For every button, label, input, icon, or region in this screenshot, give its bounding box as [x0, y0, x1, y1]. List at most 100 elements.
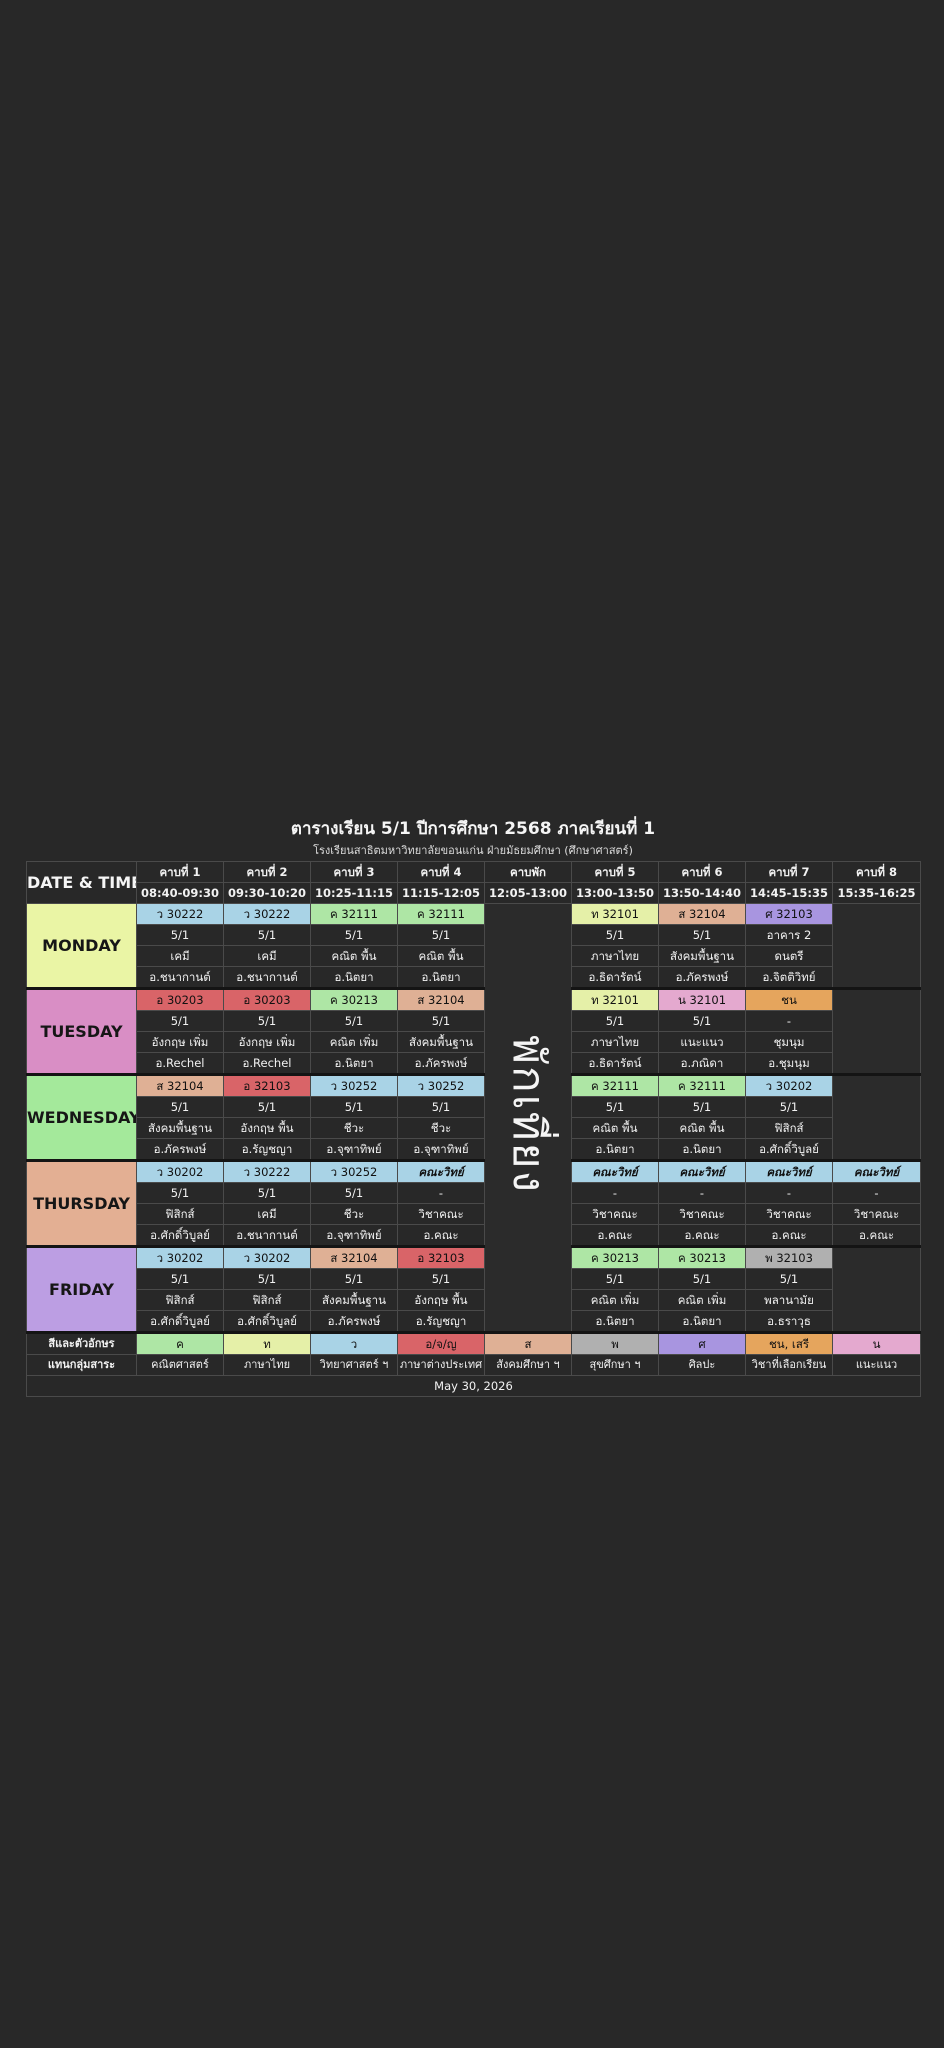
class-room: 5/1 [136, 1010, 224, 1032]
period-name: คาบที่ 7 [745, 861, 833, 883]
subject-code: อ 32103 [223, 1074, 311, 1097]
legend-group-name: ภาษาไทย [223, 1354, 311, 1376]
empty-slot [832, 903, 921, 990]
teacher-name: อ.ชนากานต์ [223, 1224, 311, 1248]
subject-name: พลานามัย [745, 1289, 833, 1311]
class-room: - [571, 1182, 659, 1204]
class-room: 5/1 [310, 1096, 398, 1118]
period-time: 12:05-13:00 [484, 882, 572, 904]
subject-name: สังคมพื้นฐาน [658, 945, 746, 967]
day-row: อ.Rechel อ.Rechel อ.นิตยา อ.ภัครพงษ์ อ.ธิดาร… [27, 1052, 921, 1076]
day-row: ฟิสิกส์ ฟิสิกส์ สังคมพื้นฐาน อังกฤษ พื้น คณิ… [27, 1289, 921, 1311]
subject-code: อ 30203 [136, 988, 224, 1011]
legend-code: พ [571, 1332, 659, 1355]
day-row: 5/1 5/1 5/1 5/1 5/1 5/1 5/1 [27, 1268, 921, 1290]
subject-name: ฟิสิกส์ [136, 1289, 224, 1311]
page-subtitle: โรงเรียนสาธิตมหาวิทยาลัยขอนแก่น ฝ่ายมัธย… [313, 844, 633, 857]
teacher-name: อ.นิตยา [658, 1310, 746, 1334]
legend-code: ค [136, 1332, 224, 1355]
subject-name: อังกฤษ เพิ่ม [136, 1031, 224, 1053]
day-row: FRIDAY ว 30202 ว 30202 ส 32104 อ 32103 ค 3021… [26, 1246, 921, 1334]
teacher-name: อ.ชนากานต์ [136, 966, 224, 990]
subject-name: วิชาคณะ [397, 1203, 485, 1225]
subject-name: เคมี [136, 945, 224, 967]
day-row: อ.ภัครพงษ์ อ.รัญชญา อ.จุฑาทิพย์ อ.จุฑาทิพย์… [27, 1138, 921, 1162]
teacher-name: อ.จุฑาทิพย์ [310, 1138, 398, 1162]
teacher-name: อ.นิตยา [571, 1310, 659, 1334]
class-room: 5/1 [310, 924, 398, 946]
subject-code: ว 30252 [397, 1074, 485, 1097]
class-room: 5/1 [397, 1010, 485, 1032]
class-room: - [658, 1182, 746, 1204]
teacher-name: อ.ภัครพงษ์ [136, 1138, 224, 1162]
class-room: - [832, 1182, 921, 1204]
class-room: 5/1 [658, 924, 746, 946]
day-row: MONDAY ว 30222 ว 30222 ค 32111 ค 32111 พักเที… [26, 903, 921, 1334]
subject-name: คณิต เพิ่ม [310, 1031, 398, 1053]
class-room: 5/1 [223, 1182, 311, 1204]
period-time: 13:00-13:50 [571, 882, 659, 904]
teacher-name: อ.Rechel [136, 1052, 224, 1076]
subject-name: เคมี [223, 945, 311, 967]
teacher-name: อ.ธิดารัตน์ [571, 966, 659, 990]
teacher-name: อ.ศักดิ์วิบูลย์ [745, 1138, 833, 1162]
subject-code: อ 32103 [397, 1246, 485, 1269]
class-room: 5/1 [571, 924, 659, 946]
subject-code: ค 32111 [310, 903, 398, 925]
period-name: คาบที่ 8 [832, 861, 921, 883]
class-room: อาคาร 2 [745, 924, 833, 946]
timetable-sheet: ตารางเรียน 5/1 ปีการศึกษา 2568 ภาคเรียนท… [26, 815, 921, 1397]
subject-code: อ 30203 [223, 988, 311, 1011]
teacher-name: อ.จิตติวิทย์ [745, 966, 833, 990]
teacher-name: อ.ศักดิ์วิบูลย์ [223, 1310, 311, 1334]
subject-name: ชีวะ [397, 1117, 485, 1139]
period-name: คาบที่ 2 [223, 861, 311, 883]
class-room: 5/1 [223, 1268, 311, 1290]
class-room: 5/1 [223, 924, 311, 946]
subject-name: แนะแนว [658, 1031, 746, 1053]
subject-code: ว 30202 [136, 1160, 224, 1183]
subject-name: ภาษาไทย [571, 1031, 659, 1053]
period-time: 11:15-12:05 [397, 882, 485, 904]
subject-name: ฟิสิกส์ [223, 1289, 311, 1311]
legend-code: ชน, เสรี [745, 1332, 833, 1355]
subject-code: ท 32101 [571, 988, 659, 1011]
legend-group-name: วิทยาศาสตร์ ฯ [310, 1354, 398, 1376]
legend-group-name: คณิตศาสตร์ [136, 1354, 224, 1376]
teacher-name: อ.คณะ [571, 1224, 659, 1248]
period-time: 08:40-09:30 [136, 882, 224, 904]
day-row: THURSDAY ว 30202 ว 30222 ว 30252 คณะวิทย์ คณะ… [26, 1160, 921, 1248]
teacher-name: อ.ธิดารัตน์ [571, 1052, 659, 1076]
subject-name: ฟิสิกส์ [745, 1117, 833, 1139]
class-room: 5/1 [745, 1268, 833, 1290]
day-row: TUESDAY อ 30203 อ 30203 ค 30213 ส 32104 ท 321… [26, 988, 921, 1076]
subject-code: ว 30202 [745, 1074, 833, 1097]
teacher-name: อ.ธราวุธ [745, 1310, 833, 1334]
legend-code: ท [223, 1332, 311, 1355]
subject-name: คณิต เพิ่ม [658, 1289, 746, 1311]
class-room: 5/1 [571, 1010, 659, 1032]
subject-code: ส 32104 [397, 988, 485, 1011]
subject-code: ว 30222 [223, 1160, 311, 1183]
period-name: คาบพัก [484, 861, 572, 883]
class-room: 5/1 [658, 1010, 746, 1032]
legend-group-name: สังคมศึกษา ฯ [484, 1354, 572, 1376]
class-room: 5/1 [136, 924, 224, 946]
empty-slot [832, 1074, 921, 1162]
teacher-name: อ.ภัครพงษ์ [310, 1310, 398, 1334]
day-row: 5/1 5/1 5/1- - - - - [27, 1182, 921, 1204]
teacher-name: อ.นิตยา [571, 1138, 659, 1162]
subject-code: ว 30202 [136, 1246, 224, 1269]
teacher-name: อ.คณะ [397, 1224, 485, 1248]
subject-code: ค 30213 [571, 1246, 659, 1269]
period-name-row: DATE & TIME คาบที่ 1 คาบที่ 2 คาบที่ 3 คาบที… [26, 861, 921, 904]
legend-code: ว [310, 1332, 398, 1355]
footer-row: May 30, 2026 [26, 1375, 921, 1397]
period-name: คาบที่ 1 [136, 861, 224, 883]
timetable-grid: DATE & TIME คาบที่ 1 คาบที่ 2 คาบที่ 3 คาบที… [26, 861, 921, 1397]
teacher-name: อ.ภัครพงษ์ [658, 966, 746, 990]
subject-name: วิชาคณะ [745, 1203, 833, 1225]
subject-name: เคมี [223, 1203, 311, 1225]
subject-name: คณิต พื้น [310, 945, 398, 967]
subject-name: ชุมนุม [745, 1031, 833, 1053]
